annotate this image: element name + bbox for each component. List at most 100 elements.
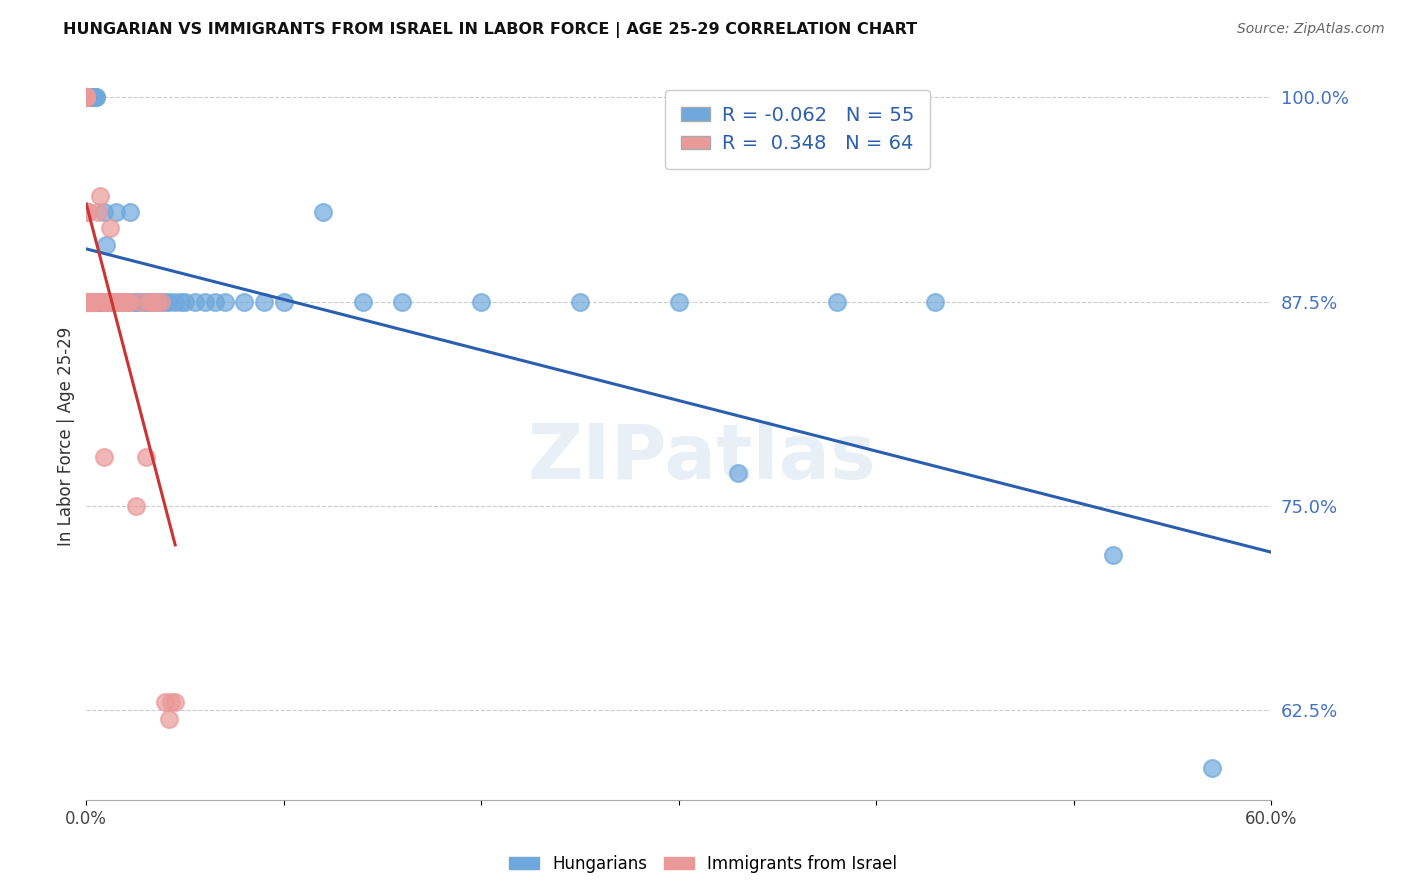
Point: [114, 294, 136, 309]
Point: [273, 294, 295, 309]
Point: [77, 294, 100, 309]
Point: [94, 294, 117, 309]
Point: [391, 294, 413, 309]
Point: [93, 205, 115, 219]
Point: [89, 188, 111, 202]
Point: [104, 294, 127, 309]
Point: [79, 294, 101, 309]
Point: [825, 294, 848, 309]
Text: HUNGARIAN VS IMMIGRANTS FROM ISRAEL IN LABOR FORCE | AGE 25-29 CORRELATION CHART: HUNGARIAN VS IMMIGRANTS FROM ISRAEL IN L…: [63, 22, 917, 38]
Point: [135, 294, 157, 309]
Point: [75, 90, 97, 104]
Point: [150, 294, 173, 309]
Point: [104, 294, 127, 309]
Point: [83, 294, 105, 309]
Point: [107, 294, 129, 309]
Point: [75, 90, 97, 104]
Point: [107, 294, 129, 309]
Point: [352, 294, 374, 309]
Point: [77, 294, 100, 309]
Point: [103, 294, 125, 309]
Point: [75, 90, 97, 104]
Point: [194, 294, 217, 309]
Point: [75, 294, 97, 309]
Point: [98, 221, 121, 235]
Text: ZIPatlas: ZIPatlas: [529, 421, 877, 495]
Point: [83, 294, 105, 309]
Point: [312, 205, 335, 219]
Point: [118, 294, 141, 309]
Point: [142, 294, 165, 309]
Point: [668, 294, 690, 309]
Point: [135, 450, 157, 464]
Point: [79, 294, 101, 309]
Point: [138, 294, 160, 309]
Point: [101, 294, 124, 309]
Point: [98, 294, 121, 309]
Point: [75, 90, 97, 104]
Point: [104, 205, 127, 219]
Point: [111, 294, 134, 309]
Point: [84, 90, 107, 104]
Legend: R = -0.062   N = 55, R =  0.348   N = 64: R = -0.062 N = 55, R = 0.348 N = 64: [665, 90, 929, 169]
Point: [155, 294, 177, 309]
Point: [111, 294, 134, 309]
Point: [146, 294, 169, 309]
Point: [93, 450, 115, 464]
Point: [89, 294, 111, 309]
Point: [127, 294, 149, 309]
Point: [82, 90, 104, 104]
Point: [214, 294, 236, 309]
Point: [160, 695, 183, 709]
Point: [82, 294, 104, 309]
Point: [89, 294, 111, 309]
Point: [141, 294, 163, 309]
Point: [84, 294, 107, 309]
Point: [98, 294, 121, 309]
Point: [108, 294, 131, 309]
Legend: Hungarians, Immigrants from Israel: Hungarians, Immigrants from Israel: [502, 848, 904, 880]
Point: [101, 294, 124, 309]
Point: [75, 294, 97, 309]
Point: [157, 294, 180, 309]
Point: [155, 695, 177, 709]
Point: [233, 294, 256, 309]
Point: [75, 294, 97, 309]
Y-axis label: In Labor Force | Age 25-29: In Labor Force | Age 25-29: [58, 327, 75, 546]
Point: [131, 294, 153, 309]
Text: Source: ZipAtlas.com: Source: ZipAtlas.com: [1237, 22, 1385, 37]
Point: [75, 294, 97, 309]
Point: [114, 294, 136, 309]
Point: [470, 294, 492, 309]
Point: [174, 294, 197, 309]
Point: [150, 294, 173, 309]
Point: [97, 294, 120, 309]
Point: [117, 294, 139, 309]
Point: [75, 90, 97, 104]
Point: [112, 294, 135, 309]
Point: [122, 294, 145, 309]
Point: [83, 90, 105, 104]
Point: [253, 294, 276, 309]
Point: [75, 90, 97, 104]
Point: [142, 294, 165, 309]
Point: [204, 294, 226, 309]
Point: [75, 90, 97, 104]
Point: [1201, 760, 1223, 774]
Point: [87, 205, 110, 219]
Point: [1102, 548, 1125, 562]
Point: [124, 294, 146, 309]
Point: [77, 205, 100, 219]
Point: [83, 294, 105, 309]
Point: [924, 294, 946, 309]
Point: [75, 90, 97, 104]
Point: [165, 294, 187, 309]
Point: [124, 499, 146, 513]
Point: [727, 467, 749, 481]
Point: [101, 294, 124, 309]
Point: [97, 294, 120, 309]
Point: [165, 695, 187, 709]
Point: [91, 294, 114, 309]
Point: [146, 294, 169, 309]
Point: [75, 294, 97, 309]
